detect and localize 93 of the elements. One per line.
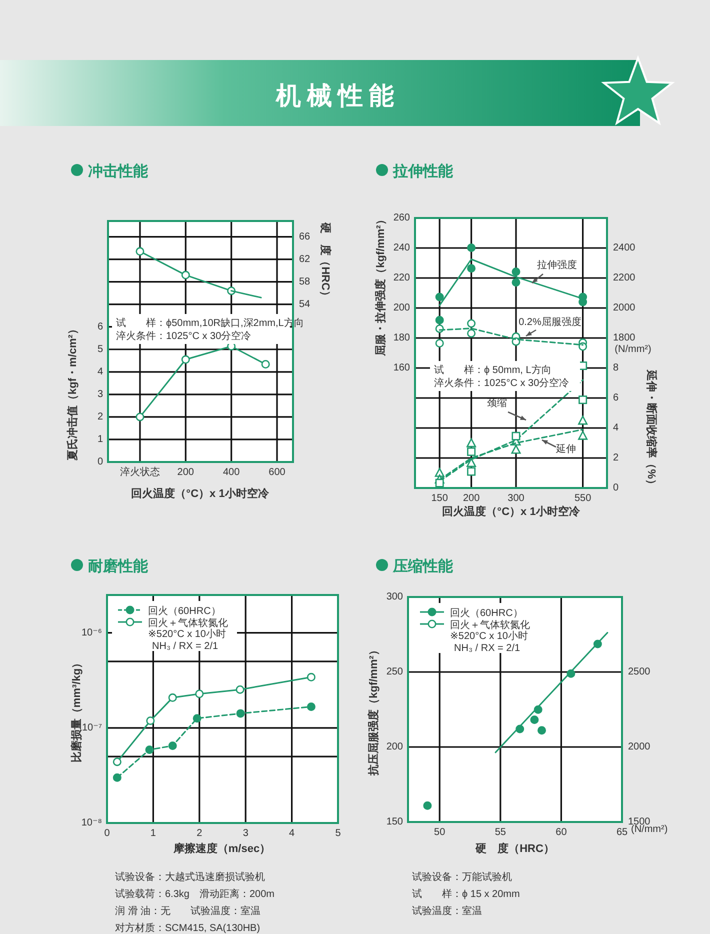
series-label: 0.2%屈服强度 bbox=[518, 316, 582, 328]
y3-axis-title: 延伸・断面收缩率（%） bbox=[645, 369, 658, 490]
y3-tick-label: 2 bbox=[613, 452, 619, 464]
y-tick-label: 150 bbox=[386, 816, 404, 828]
y-tick-label: 4 bbox=[97, 366, 104, 378]
y3-tick-label: 4 bbox=[613, 422, 619, 434]
x-tick-label: 50 bbox=[434, 827, 446, 838]
y-tick-label: 200 bbox=[386, 742, 404, 752]
annotation: NH₃ / RX = 2/1 bbox=[152, 641, 218, 652]
text: 试 样：ϕ 15 x 20mm bbox=[412, 888, 520, 900]
y-tick-label: 220 bbox=[393, 272, 410, 284]
text: 试验温度：室温 bbox=[412, 905, 482, 917]
series-label: 延伸 bbox=[555, 443, 576, 455]
y2-tick-label: 2500 bbox=[628, 666, 651, 678]
x-tick-label: 3 bbox=[242, 828, 249, 839]
y-tick-label: 250 bbox=[386, 666, 404, 678]
y2-axis-title: (N/mm²) bbox=[631, 824, 668, 835]
x-tick-label: 65 bbox=[616, 827, 628, 838]
y2-tick-label: 1800 bbox=[613, 332, 636, 344]
chart-title: 冲击性能 bbox=[88, 163, 149, 180]
y-tick-label: 10⁻⁶ bbox=[81, 627, 102, 638]
y2-tick-label: 2000 bbox=[628, 742, 651, 752]
series-label: 拉伸强度 bbox=[537, 259, 577, 271]
y-tick-label: 240 bbox=[393, 242, 410, 254]
x-tick-label: 600 bbox=[268, 467, 286, 478]
y2-tick-label: 66 bbox=[299, 231, 311, 242]
y-tick-label: 300 bbox=[386, 592, 404, 602]
legend-label: 回火（60HRC） bbox=[450, 607, 523, 619]
y-tick-label: 6 bbox=[97, 321, 104, 332]
x-tick-label: 5 bbox=[335, 828, 342, 839]
text: 机械性能 bbox=[275, 82, 400, 110]
x-tick-label: 4 bbox=[289, 828, 296, 839]
y3-tick-label: 8 bbox=[613, 362, 619, 374]
x-tick-label: 200 bbox=[462, 493, 480, 504]
y2-tick-label: 54 bbox=[299, 298, 311, 310]
text: 颈缩 bbox=[487, 397, 507, 409]
x-tick-label: 200 bbox=[177, 467, 194, 478]
y-tick-label: 200 bbox=[393, 302, 410, 314]
annotation: 试 样：ϕ50mm,10R缺口,深2mm,L方向 bbox=[116, 317, 304, 329]
x-tick-label: 55 bbox=[494, 827, 506, 838]
x-axis-title: 回火温度（°C）x 1小时空冷 bbox=[131, 487, 270, 500]
y2-axis-title: (N/mm²) bbox=[614, 344, 652, 355]
x-tick-label: 550 bbox=[574, 493, 592, 504]
annotation: 试 样：ϕ 50mm, L方向 bbox=[434, 364, 552, 376]
y-tick-label: 10⁻⁷ bbox=[82, 722, 102, 734]
y-tick-label: 10⁻⁸ bbox=[81, 818, 102, 828]
x-tick-label: 2 bbox=[196, 828, 203, 839]
x-tick-label: 60 bbox=[556, 827, 568, 838]
chart-title: 拉伸性能 bbox=[392, 163, 454, 180]
y-axis-title: 抗压屈服强度（kgf/mm²） bbox=[367, 644, 380, 776]
y2-tick-label: 2000 bbox=[613, 302, 636, 314]
annotation: 淬火条件：1025°C x 30分空冷 bbox=[116, 330, 252, 342]
y-tick-label: 180 bbox=[393, 332, 410, 344]
annotation: ※520°C x 10小时 bbox=[148, 628, 226, 640]
y-axis-title: 夏氏冲击值（kgf・m/cm²） bbox=[66, 324, 79, 462]
y-tick-label: 0 bbox=[97, 456, 104, 468]
x-axis-title: 回火温度（°C）x 1小时空冷 bbox=[442, 505, 581, 518]
y-tick-label: 160 bbox=[393, 362, 410, 374]
x-tick-label: 1 bbox=[150, 828, 156, 839]
legend-label: 回火＋气体软氮化 bbox=[450, 619, 530, 631]
text: 润 滑 油：无 试验温度：室温 bbox=[115, 905, 261, 917]
text: 试验载荷：6.3kg 滑动距离：200m bbox=[115, 888, 274, 900]
y-tick-label: 5 bbox=[97, 344, 104, 355]
legend-label: 回火（60HRC） bbox=[148, 605, 221, 617]
y-tick-label: 2 bbox=[97, 411, 104, 422]
x-tick-label: 400 bbox=[222, 467, 240, 478]
y-tick-label: 3 bbox=[97, 388, 104, 400]
legend-label: 回火＋气体软氮化 bbox=[148, 617, 228, 629]
annotation: 淬火条件：1025°C x 30分空冷 bbox=[434, 377, 570, 389]
text: 试验设备：万能试验机 bbox=[412, 871, 512, 883]
chart-title: 压缩性能 bbox=[392, 558, 454, 575]
x-tick-label: 300 bbox=[508, 493, 525, 504]
x-axis-title: 硬 度（HRC） bbox=[474, 842, 554, 855]
chart-title: 耐磨性能 bbox=[88, 557, 149, 575]
y2-tick-label: 2200 bbox=[613, 272, 636, 284]
y-axis-title: 比磨损量（mm³/kg） bbox=[70, 657, 83, 763]
annotation: ※520°C x 10小时 bbox=[450, 630, 528, 642]
y2-axis-title: 硬 度（HRC） bbox=[319, 222, 332, 302]
x-tick-label: 0 bbox=[104, 828, 110, 839]
annotation: NH₃ / RX = 2/1 bbox=[454, 643, 520, 654]
y-axis-title: 屈服・拉伸强度（kgf/mm²） bbox=[374, 214, 387, 357]
x-axis-title: 摩擦速度（m/sec） bbox=[172, 842, 271, 855]
x-tick-label: 淬火状态 bbox=[120, 466, 160, 478]
y3-tick-label: 6 bbox=[613, 392, 619, 404]
y2-tick-label: 2400 bbox=[613, 242, 636, 254]
y2-tick-label: 62 bbox=[299, 254, 311, 265]
y2-tick-label: 58 bbox=[299, 276, 311, 288]
y-tick-label: 1 bbox=[97, 434, 104, 445]
x-tick-label: 150 bbox=[431, 493, 448, 504]
text: 对方材质：SCM415, SA(130HB) bbox=[115, 922, 260, 934]
y3-tick-label: 0 bbox=[613, 482, 619, 494]
y-tick-label: 260 bbox=[393, 212, 410, 224]
text: 试验设备：大越式迅速磨损试验机 bbox=[115, 871, 265, 883]
